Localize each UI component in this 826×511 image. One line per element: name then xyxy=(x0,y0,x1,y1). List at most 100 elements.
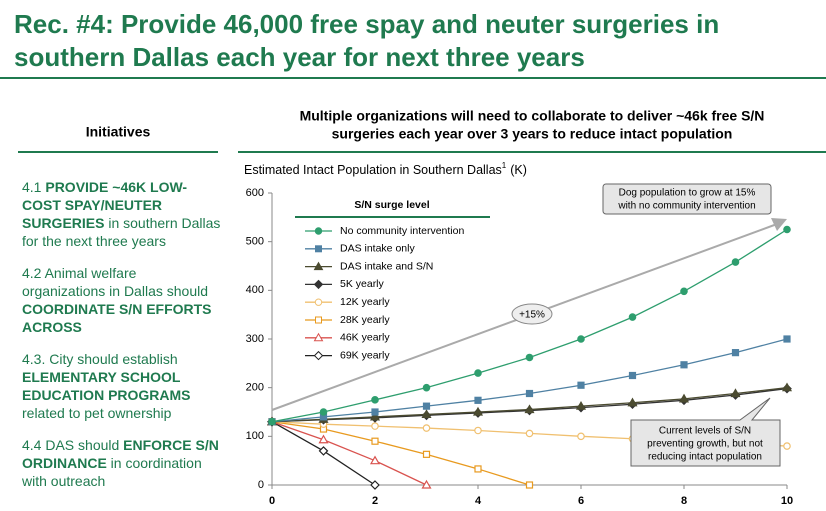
point xyxy=(369,455,381,465)
chart-title: Multiple organizations will need to coll… xyxy=(300,108,765,124)
point xyxy=(318,446,329,456)
y-tick-label: 500 xyxy=(246,236,264,248)
callout-text: Current levels of S/N xyxy=(659,426,751,437)
point xyxy=(525,481,534,489)
initiative-emphasis: COORDINATE S/N EFFORTS ACROSS xyxy=(22,301,212,335)
point xyxy=(370,480,380,490)
point xyxy=(371,422,379,430)
initiative-text: in coordination with outreach xyxy=(22,455,202,489)
point xyxy=(525,353,534,362)
legend-marker xyxy=(313,332,324,342)
legend-symbol xyxy=(313,261,324,271)
initiatives-heading: Initiatives xyxy=(86,124,151,140)
legend-marker xyxy=(313,261,324,271)
point xyxy=(783,335,791,343)
initiative-text: in southern Dallas for the next three ye… xyxy=(22,215,221,249)
point xyxy=(680,287,688,296)
point xyxy=(680,361,688,369)
point xyxy=(422,402,431,410)
series-line xyxy=(271,421,530,486)
point xyxy=(783,225,791,234)
point xyxy=(783,442,791,450)
x-tick-label: 4 xyxy=(475,495,482,507)
initiative-text: 4.4 DAS should xyxy=(22,437,124,453)
point xyxy=(627,397,638,407)
initiative-text: 4.3. City should establish xyxy=(22,351,178,367)
point xyxy=(628,371,637,380)
legend-marker xyxy=(314,227,323,235)
legend-symbol xyxy=(315,245,322,253)
callout-text: Dog population to grow at 15% xyxy=(619,188,756,199)
chart-title: surgeries each year over 3 years to redu… xyxy=(332,126,733,142)
point xyxy=(678,393,690,403)
y-label-text: Estimated Intact Population in Southern … xyxy=(244,163,502,177)
point xyxy=(575,400,587,410)
point xyxy=(318,434,329,444)
arrow-head xyxy=(771,218,787,231)
point xyxy=(577,432,585,441)
point xyxy=(525,429,534,438)
callout-box xyxy=(630,397,781,467)
y-tick-label: 400 xyxy=(246,284,264,296)
point xyxy=(371,408,379,416)
point xyxy=(421,409,432,419)
y-tick-label: 200 xyxy=(246,382,264,394)
legend-symbol xyxy=(314,298,323,306)
point xyxy=(268,417,276,426)
legend-symbol xyxy=(314,227,323,235)
point xyxy=(319,408,328,416)
y-tick-label: 300 xyxy=(246,333,264,345)
x-tick-label: 8 xyxy=(681,495,687,507)
point xyxy=(422,383,431,392)
legend-symbol xyxy=(315,316,322,324)
point xyxy=(525,389,534,398)
legend-marker xyxy=(313,279,324,290)
legend-marker xyxy=(315,245,322,253)
x-tick-label: 10 xyxy=(781,495,793,507)
point xyxy=(577,381,585,389)
series-line xyxy=(271,421,427,486)
point xyxy=(731,258,740,266)
title-line: southern Dallas each year for next three… xyxy=(14,42,585,72)
initiative: 4.2 Animal welfare organizations in Dall… xyxy=(22,264,222,336)
legend-label: DAS intake only xyxy=(340,243,415,255)
title-line: Rec. #4: Provide 46,000 free spay and ne… xyxy=(14,9,720,39)
initiative-emphasis: PROVIDE ~46K LOW-COST SPAY/NEUTER SURGER… xyxy=(22,179,188,231)
point xyxy=(422,450,431,458)
initiative: 4.4 DAS should ENFORCE S/N ORDINANCE in … xyxy=(22,436,222,490)
callout-text: reducing intact population xyxy=(648,452,762,463)
initiative-text: related to pet ownership xyxy=(22,405,172,421)
x-tick-label: 6 xyxy=(578,495,584,507)
y-tick-label: 600 xyxy=(246,187,264,199)
legend-label: 5K yearly xyxy=(340,278,385,290)
x-tick-label: 2 xyxy=(372,495,378,507)
initiative: 4.3. City should establish ELEMENTARY SC… xyxy=(22,350,222,422)
point xyxy=(577,335,585,343)
initiative-list: 4.1 PROVIDE ~46K LOW-COST SPAY/NEUTER SU… xyxy=(22,178,222,504)
y-axis-label: Estimated Intact Population in Southern … xyxy=(244,161,527,177)
legend-symbol xyxy=(313,350,324,361)
point xyxy=(474,396,482,404)
point xyxy=(474,465,482,473)
point xyxy=(781,382,793,392)
footnote-mark: 1 xyxy=(502,161,507,170)
point xyxy=(474,426,482,435)
callout-box xyxy=(602,183,772,215)
point xyxy=(474,369,482,377)
legend-symbol xyxy=(313,279,324,290)
point xyxy=(369,411,381,421)
point xyxy=(371,396,379,404)
growth-badge xyxy=(511,303,553,325)
growth-label: +15% xyxy=(519,310,545,321)
legend-label: 46K yearly xyxy=(340,332,390,344)
callout-text: with no community intervention xyxy=(617,201,755,212)
y-tick-label: 100 xyxy=(246,430,264,442)
point xyxy=(628,313,637,321)
initiative-emphasis: ELEMENTARY SCHOOL EDUCATION PROGRAMS xyxy=(22,369,191,403)
point xyxy=(730,388,741,398)
y-label-unit: (K) xyxy=(510,163,527,177)
legend-marker xyxy=(314,298,323,306)
point xyxy=(731,349,740,357)
